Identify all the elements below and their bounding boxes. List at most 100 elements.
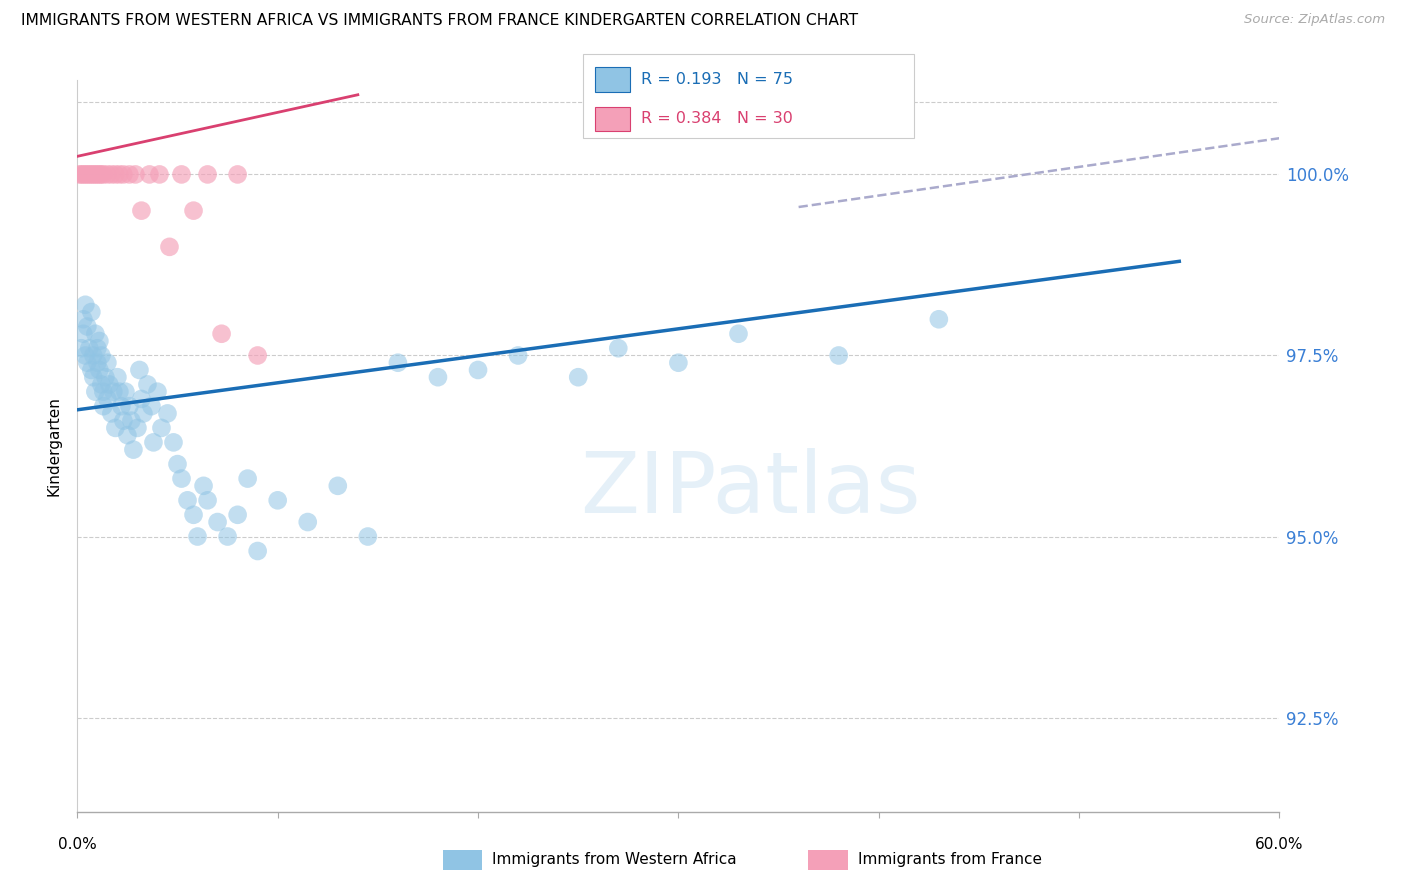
Point	[112, 168, 135, 182]
Point	[80, 363, 103, 377]
Point	[138, 168, 160, 182]
Point	[100, 168, 122, 182]
Point	[326, 479, 349, 493]
Point	[193, 479, 215, 493]
Point	[357, 529, 380, 543]
Point	[211, 326, 233, 341]
Text: Immigrants from Western Africa: Immigrants from Western Africa	[492, 853, 737, 867]
Point	[132, 406, 155, 420]
Text: Source: ZipAtlas.com: Source: ZipAtlas.com	[1244, 13, 1385, 27]
Point	[131, 392, 153, 406]
Point	[76, 168, 98, 182]
Point	[82, 349, 104, 363]
Point	[170, 472, 193, 486]
Point	[142, 435, 165, 450]
Point	[226, 168, 249, 182]
Point	[70, 341, 93, 355]
Point	[146, 384, 169, 399]
Point	[79, 168, 101, 182]
Point	[567, 370, 589, 384]
Point	[86, 341, 108, 355]
Point	[427, 370, 450, 384]
Point	[246, 544, 269, 558]
Point	[104, 421, 127, 435]
Point	[122, 442, 145, 457]
Y-axis label: Kindergarten: Kindergarten	[46, 396, 62, 496]
Point	[120, 414, 142, 428]
Point	[170, 168, 193, 182]
Point	[467, 363, 489, 377]
Point	[93, 168, 115, 182]
Text: R = 0.384   N = 30: R = 0.384 N = 30	[641, 112, 793, 127]
Point	[226, 508, 249, 522]
Point	[162, 435, 184, 450]
Point	[166, 457, 188, 471]
Point	[127, 421, 149, 435]
Text: 60.0%: 60.0%	[1256, 837, 1303, 852]
Text: R = 0.193   N = 75: R = 0.193 N = 75	[641, 71, 793, 87]
Point	[75, 349, 97, 363]
Point	[217, 529, 239, 543]
Point	[90, 168, 112, 182]
Point	[118, 168, 141, 182]
Point	[93, 399, 115, 413]
Point	[136, 377, 159, 392]
Point	[75, 298, 97, 312]
Point	[236, 472, 259, 486]
Point	[607, 341, 630, 355]
Point	[183, 508, 205, 522]
Point	[96, 168, 118, 182]
Point	[72, 326, 94, 341]
Point	[118, 399, 141, 413]
Point	[84, 168, 107, 182]
Point	[156, 406, 179, 420]
Point	[131, 203, 153, 218]
Point	[114, 384, 136, 399]
Point	[246, 349, 269, 363]
Text: ZIPatlas: ZIPatlas	[581, 449, 921, 532]
Point	[76, 319, 98, 334]
Point	[103, 384, 125, 399]
Point	[80, 168, 103, 182]
Point	[387, 356, 409, 370]
Point	[928, 312, 950, 326]
Point	[70, 168, 93, 182]
Point	[727, 326, 749, 341]
Point	[297, 515, 319, 529]
Point	[110, 399, 132, 413]
Point	[67, 168, 90, 182]
Point	[124, 168, 146, 182]
Point	[117, 428, 139, 442]
Text: 0.0%: 0.0%	[58, 837, 97, 852]
Point	[82, 370, 104, 384]
Point	[150, 421, 173, 435]
Point	[668, 356, 690, 370]
Point	[141, 399, 163, 413]
Text: Immigrants from France: Immigrants from France	[858, 853, 1042, 867]
Point	[90, 377, 112, 392]
Point	[176, 493, 198, 508]
Point	[94, 370, 117, 384]
Point	[183, 203, 205, 218]
Point	[159, 240, 181, 254]
Point	[197, 168, 219, 182]
Point	[108, 384, 131, 399]
Point	[107, 370, 129, 384]
Point	[82, 168, 104, 182]
Point	[80, 305, 103, 319]
Point	[93, 384, 115, 399]
Point	[508, 349, 530, 363]
Point	[75, 168, 97, 182]
Point	[89, 334, 111, 348]
Point	[79, 341, 101, 355]
Point	[112, 414, 135, 428]
Point	[96, 392, 118, 406]
Point	[108, 168, 131, 182]
Point	[207, 515, 229, 529]
Point	[86, 356, 108, 370]
Point	[89, 363, 111, 377]
Text: IMMIGRANTS FROM WESTERN AFRICA VS IMMIGRANTS FROM FRANCE KINDERGARTEN CORRELATIO: IMMIGRANTS FROM WESTERN AFRICA VS IMMIGR…	[21, 13, 858, 29]
Point	[86, 168, 108, 182]
Point	[96, 356, 118, 370]
Point	[76, 356, 98, 370]
